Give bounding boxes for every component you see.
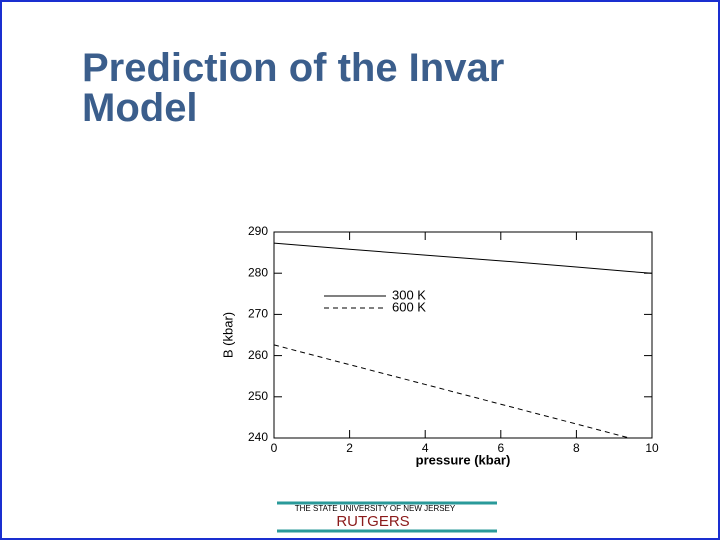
slide-title: Prediction of the Invar Model [82,48,504,128]
y-tick-label: 260 [248,348,268,362]
series-line [273,242,653,274]
y-tick-label: 240 [248,430,268,444]
x-tick-label: 10 [645,441,659,455]
x-tick-label: 6 [497,441,504,455]
series-line [273,344,630,439]
y-tick-label: 250 [248,389,268,403]
title-line: Model [82,86,198,130]
footer-name: RUTGERS [336,513,409,530]
x-tick-label: 8 [573,441,580,455]
y-tick-label: 280 [248,265,268,279]
plot-frame [273,231,653,439]
y-tick-label: 270 [248,307,268,321]
x-tick-label: 2 [346,441,353,455]
x-tick-label: 0 [271,441,278,455]
legend-label: 300 K [392,287,426,302]
x-axis-label: pressure (kbar) [416,452,511,467]
y-axis-label: B (kbar) [220,312,235,358]
title-line: Prediction of the Invar [82,46,505,90]
footer-university: THE STATE UNIVERSITY OF NEW JERSEY [295,504,456,513]
x-tick-label: 4 [422,441,429,455]
legend-label: 600 K [392,299,426,314]
y-tick-label: 290 [248,224,268,238]
